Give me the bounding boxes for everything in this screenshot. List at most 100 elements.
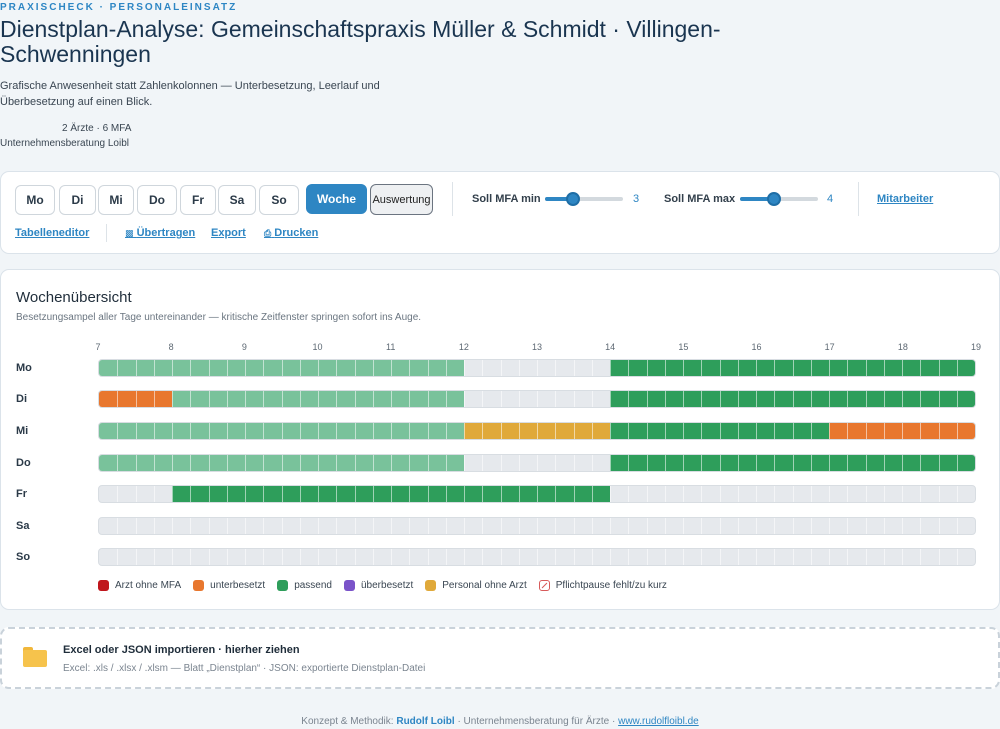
slot-divider [920, 455, 922, 471]
slot-divider [810, 486, 812, 502]
legend-label: Pflichtpause fehlt/zu kurz [555, 580, 667, 591]
day-button-mi[interactable]: Mi [98, 185, 134, 215]
day-bar-so[interactable] [98, 548, 976, 566]
slot-divider [774, 518, 776, 534]
slot-divider [409, 455, 411, 471]
slot-divider [409, 486, 411, 502]
day-bar-di[interactable] [98, 390, 976, 408]
slot-divider [664, 360, 666, 376]
slot-divider [591, 391, 593, 407]
slot-divider [719, 549, 721, 565]
slot-divider [719, 360, 721, 376]
slot-divider [774, 423, 776, 439]
slot-divider [391, 360, 392, 376]
slot-divider [482, 486, 484, 502]
day-bar-fr[interactable] [98, 485, 976, 503]
slot-divider [135, 455, 137, 471]
import-dropzone[interactable]: Excel oder JSON importieren · hierher zi… [0, 627, 1000, 689]
slot-divider [847, 391, 849, 407]
slot-divider [445, 455, 447, 471]
day-button-di[interactable]: Di [59, 185, 96, 215]
slot-divider [208, 486, 210, 502]
slot-divider [500, 486, 502, 502]
slot-divider [245, 518, 246, 534]
footer: Konzept & Methodik: Rudolf Loibl · Unter… [0, 716, 1000, 727]
slot-divider [409, 518, 411, 534]
slot-divider [336, 518, 338, 534]
print-link[interactable]: ⎙ Drucken [264, 227, 318, 239]
day-button-do[interactable]: Do [137, 185, 177, 215]
slider-handle[interactable] [767, 192, 781, 206]
day-bar-sa[interactable] [98, 517, 976, 535]
footer-website-link[interactable]: www.rudolfloibl.de [618, 716, 699, 727]
day-button-fr[interactable]: Fr [180, 185, 216, 215]
soll-max-label: Soll MFA max [664, 193, 736, 205]
slot-divider [756, 455, 757, 471]
slot-divider [737, 518, 739, 534]
slot-divider [427, 360, 429, 376]
slot-divider [135, 518, 137, 534]
export-link[interactable]: Export [211, 227, 246, 239]
slot-divider [920, 549, 922, 565]
slot-divider [172, 455, 173, 471]
slot-divider [464, 486, 465, 502]
slot-divider [573, 423, 575, 439]
slot-divider [810, 518, 812, 534]
slot-divider [500, 455, 502, 471]
day-bar-do[interactable] [98, 454, 976, 472]
slot-divider [956, 549, 958, 565]
staff-link[interactable]: Mitarbeiter [877, 193, 934, 205]
slot-divider [847, 423, 849, 439]
slot-divider [299, 518, 301, 534]
slot-divider [318, 391, 319, 407]
evaluation-button[interactable]: Auswertung [370, 184, 433, 215]
soll-min-slider[interactable] [545, 192, 623, 206]
slot-divider [372, 518, 374, 534]
slot-divider [683, 360, 684, 376]
slot-divider [299, 549, 301, 565]
hour-tick-label: 11 [385, 342, 396, 352]
slot-divider [172, 486, 173, 502]
day-bar-mo[interactable] [98, 359, 976, 377]
slot-divider [299, 391, 301, 407]
slot-divider [646, 360, 648, 376]
slot-divider [354, 423, 356, 439]
slot-divider [445, 549, 447, 565]
slot-divider [646, 455, 648, 471]
slot-divider [354, 455, 356, 471]
slot-divider [518, 360, 520, 376]
soll-max-slider[interactable] [740, 192, 818, 206]
day-button-sa[interactable]: Sa [218, 185, 256, 215]
slot-divider [372, 391, 374, 407]
slot-divider [354, 518, 356, 534]
slot-divider [299, 423, 301, 439]
slot-divider [427, 549, 429, 565]
import-subtitle: Excel: .xls / .xlsx / .xlsm — Blatt „Die… [63, 663, 426, 674]
week-button[interactable]: Woche [306, 184, 367, 214]
slot-divider [737, 360, 739, 376]
day-button-so[interactable]: So [259, 185, 299, 215]
slot-divider [902, 423, 903, 439]
folder-icon [23, 647, 47, 667]
slot-divider [281, 391, 283, 407]
slot-divider [610, 486, 611, 502]
slider-handle[interactable] [566, 192, 580, 206]
slot-divider [336, 455, 338, 471]
day-button-mo[interactable]: Mo [15, 185, 55, 215]
eyebrow: PRAXISCHECK · PERSONALEINSATZ [0, 2, 238, 13]
slot-divider [464, 391, 465, 407]
day-bar-mi[interactable] [98, 422, 976, 440]
slot-divider [518, 486, 520, 502]
slot-divider [281, 518, 283, 534]
transfer-link[interactable]: ▩ Übertragen [125, 227, 195, 239]
slot-divider [792, 360, 794, 376]
slot-divider [956, 391, 958, 407]
slot-divider [865, 455, 867, 471]
slot-divider [920, 391, 922, 407]
slot-divider [865, 518, 867, 534]
slot-divider [902, 549, 903, 565]
slot-divider [810, 455, 812, 471]
table-editor-link[interactable]: Tabelleneditor [15, 227, 90, 239]
slot-divider [591, 486, 593, 502]
soll-min-label: Soll MFA min [472, 193, 541, 205]
